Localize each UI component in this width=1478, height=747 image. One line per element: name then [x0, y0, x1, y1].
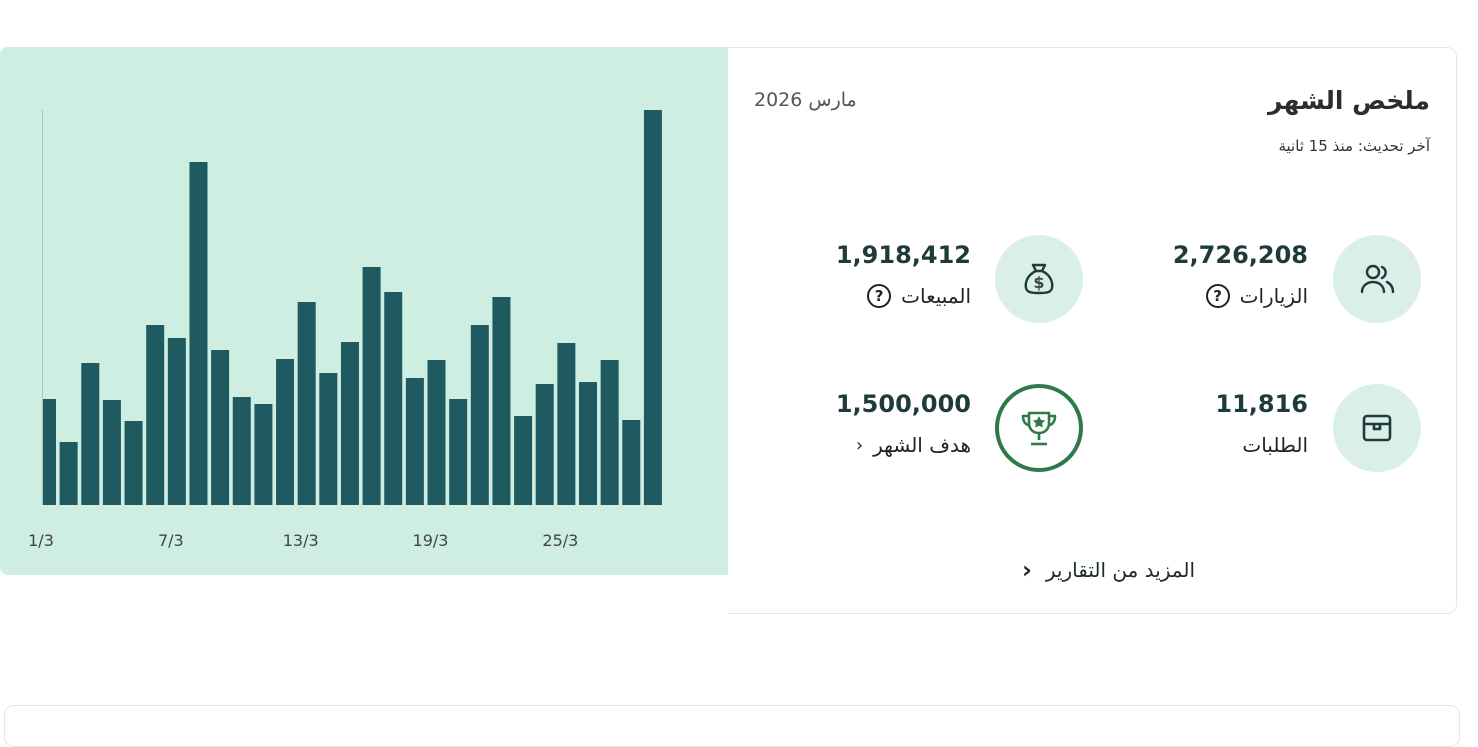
svg-text:$: $ — [1033, 273, 1044, 292]
metric-value: 11,816 — [1215, 390, 1308, 418]
bar — [492, 297, 511, 505]
bar — [189, 162, 208, 505]
label-text: الزيارات — [1239, 284, 1308, 308]
x-tick-label: 13/3 — [283, 531, 319, 550]
bar — [405, 378, 424, 505]
help-icon[interactable]: ? — [867, 284, 892, 308]
metric-label: المبيعات? — [867, 284, 971, 308]
chevron: ‹ — [1021, 556, 1032, 584]
bar — [146, 325, 165, 505]
bar — [600, 360, 619, 505]
goal-icon — [995, 384, 1083, 472]
bar — [211, 350, 230, 505]
orders-icon — [1333, 384, 1421, 472]
sales-icon: $ — [995, 235, 1083, 323]
bar — [59, 442, 78, 505]
bar-chart: 1/3 7/3 13/3 19/3 25/3 — [28, 110, 662, 550]
x-tick-label: 1/3 — [28, 531, 54, 550]
page: {"header": {"title": "ملخص الشهر", "peri… — [0, 47, 1460, 747]
bar — [340, 342, 359, 505]
bar — [362, 267, 381, 505]
bar — [470, 325, 489, 505]
chart-panel: 1/3 7/3 13/3 19/3 25/3 — [0, 47, 728, 575]
bar — [449, 399, 468, 505]
bar — [579, 382, 597, 505]
updated: آخر تحديث: منذ 15 ثانية — [1278, 137, 1430, 155]
period: مارس 2026 — [754, 89, 857, 111]
bar — [643, 110, 662, 505]
next-card — [4, 705, 1460, 747]
bar — [514, 416, 533, 505]
x-tick-label: 19/3 — [413, 531, 449, 550]
bar — [319, 373, 338, 505]
bar — [254, 404, 273, 505]
link-text: المزيد من التقارير — [1045, 558, 1195, 582]
label-text: المبيعات — [901, 284, 971, 308]
bar — [557, 343, 576, 505]
bar — [124, 421, 143, 505]
metric-value: 1,500,000 — [835, 390, 971, 418]
bar — [427, 360, 446, 505]
metric-value: 2,726,208 — [1172, 241, 1308, 269]
metric-link[interactable]: هدف الشهر ‹ — [856, 433, 971, 457]
bar — [297, 302, 316, 505]
card-title: ملخص الشهر — [1268, 86, 1430, 115]
help-icon[interactable]: ? — [1205, 284, 1230, 308]
label-text: الطلبات — [1242, 433, 1308, 457]
bar — [535, 384, 554, 505]
bar — [622, 420, 641, 505]
bar — [232, 397, 251, 505]
label-text: هدف الشهر — [873, 433, 971, 457]
more-reports-link[interactable]: المزيد من التقارير ‹ — [1022, 556, 1195, 584]
chevron: ‹ — [855, 434, 864, 456]
x-tick-label: 7/3 — [158, 531, 184, 550]
metric-label: الطلبات — [1242, 433, 1308, 457]
metric-value: 1,918,412 — [835, 241, 971, 269]
bar — [43, 399, 56, 505]
bar — [167, 338, 186, 505]
bar — [384, 292, 403, 505]
bar — [102, 400, 121, 505]
bar — [81, 363, 100, 505]
summary-card — [728, 47, 1457, 614]
x-tick-label: 25/3 — [542, 531, 578, 550]
bar — [276, 359, 295, 505]
metric-label: الزيارات? — [1205, 284, 1308, 308]
visits-icon — [1333, 235, 1421, 323]
